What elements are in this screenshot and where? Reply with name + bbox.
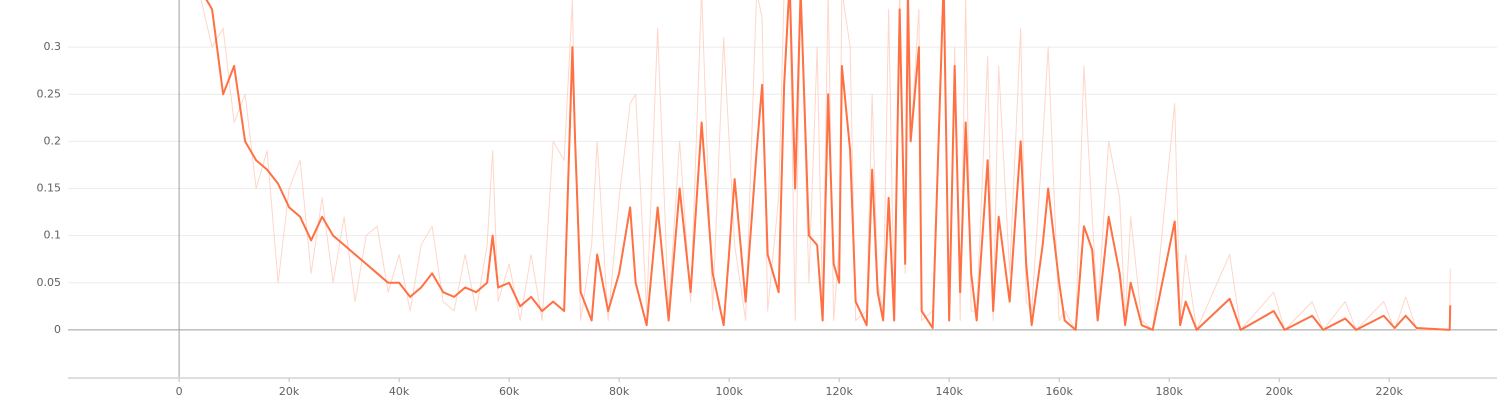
y-tick-label: 0.1 xyxy=(44,229,62,242)
smoothed-line xyxy=(205,0,1452,331)
x-tick-label: 100k xyxy=(715,385,743,398)
y-tick-label: 0.25 xyxy=(37,87,62,100)
x-tick-label: 80k xyxy=(609,385,630,398)
x-tick-label: 200k xyxy=(1265,385,1293,398)
x-tick-label: 0 xyxy=(176,385,183,398)
plot-area xyxy=(200,0,1452,331)
y-tick-label: 0 xyxy=(54,323,61,336)
x-tick-label: 20k xyxy=(279,385,300,398)
y-tick-label: 0.15 xyxy=(37,182,62,195)
x-tick-label: 180k xyxy=(1155,385,1183,398)
x-tick-label: 120k xyxy=(825,385,853,398)
y-tick-label: 0.2 xyxy=(44,134,62,147)
raw-line xyxy=(200,0,1451,331)
x-tick-label: 160k xyxy=(1045,385,1073,398)
x-tick-label: 40k xyxy=(389,385,410,398)
x-tick-label: 60k xyxy=(499,385,520,398)
x-tick-label: 140k xyxy=(935,385,963,398)
y-tick-label: 0.3 xyxy=(44,40,62,53)
x-tick-label: 220k xyxy=(1376,385,1404,398)
y-tick-label: 0.05 xyxy=(37,276,62,289)
